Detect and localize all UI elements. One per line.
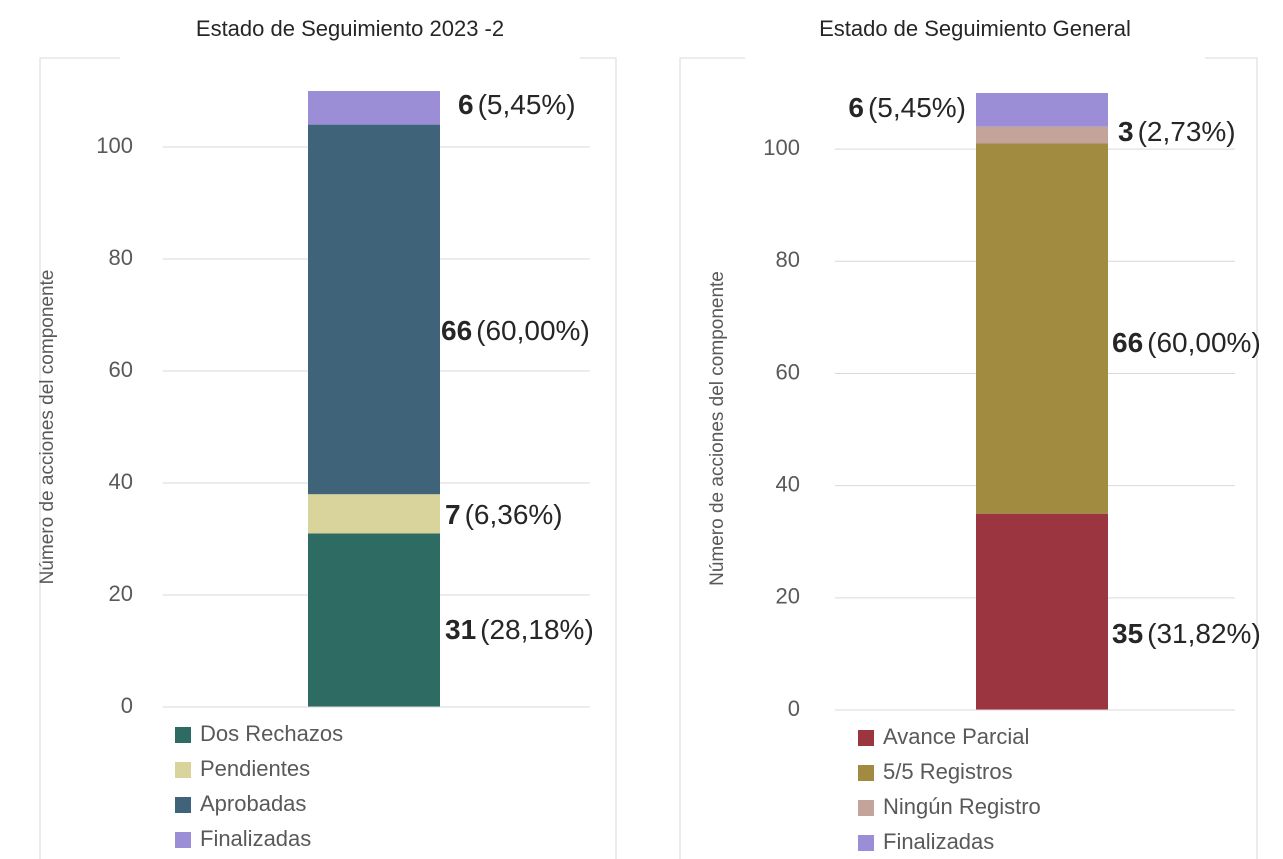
legend-swatch (858, 730, 874, 746)
data-label-percent: (2,73%) (1138, 116, 1236, 147)
y-axis-label: Número de acciones del componente (37, 270, 58, 585)
bar-segment (308, 124, 440, 495)
bar-segment (308, 91, 440, 125)
legend-label: 5/5 Registros (883, 759, 1013, 784)
data-label-value: 6 (458, 89, 474, 120)
y-tick-label: 100 (96, 133, 133, 158)
data-label: 66 (60,00%) (1112, 327, 1261, 358)
data-label-percent: (31,82%) (1147, 618, 1261, 649)
data-label-percent: (6,36%) (465, 499, 563, 530)
y-tick-label: 100 (763, 135, 800, 160)
data-label-value: 31 (445, 614, 476, 645)
data-label: 6 (5,45%) (458, 89, 576, 120)
chart-title: Estado de Seguimiento 2023 -2 (196, 16, 504, 41)
data-label-value: 6 (848, 92, 864, 123)
bar-segment (976, 513, 1108, 710)
data-label: 31 (28,18%) (445, 614, 594, 645)
data-label-value: 35 (1112, 618, 1143, 649)
data-label-value: 66 (1112, 327, 1143, 358)
y-tick-label: 0 (788, 696, 800, 721)
legend-swatch (858, 765, 874, 781)
y-tick-label: 60 (109, 357, 133, 382)
title-backdrop (745, 54, 1205, 62)
data-label-percent: (60,00%) (1147, 327, 1261, 358)
chart-title: Estado de Seguimiento General (819, 16, 1131, 41)
legend-swatch (858, 835, 874, 851)
title-backdrop (120, 54, 580, 62)
legend-label: Ningún Registro (883, 794, 1041, 819)
legend-label: Finalizadas (200, 826, 311, 851)
y-tick-label: 60 (776, 359, 800, 384)
y-tick-label: 0 (121, 693, 133, 718)
bar-segment (308, 533, 440, 707)
legend-swatch (175, 797, 191, 813)
y-tick-label: 40 (109, 469, 133, 494)
legend-label: Pendientes (200, 756, 310, 781)
legend-swatch (175, 762, 191, 778)
y-tick-label: 80 (776, 247, 800, 272)
legend-label: Aprobadas (200, 791, 306, 816)
bar-segment (308, 494, 440, 534)
legend-swatch (175, 727, 191, 743)
data-label-percent: (5,45%) (478, 89, 576, 120)
y-tick-label: 40 (776, 471, 800, 496)
data-label-value: 3 (1118, 116, 1134, 147)
y-tick-label: 80 (109, 245, 133, 270)
data-label: 3 (2,73%) (1118, 116, 1236, 147)
data-label-percent: (60,00%) (476, 315, 590, 346)
data-label-percent: (28,18%) (480, 614, 594, 645)
legend-swatch (175, 832, 191, 848)
data-label: 66 (60,00%) (441, 315, 590, 346)
legend-label: Finalizadas (883, 829, 994, 854)
y-axis-label: Número de acciones del componente (707, 271, 728, 586)
data-label: 7 (6,36%) (445, 499, 563, 530)
legend-swatch (858, 800, 874, 816)
data-label: 35 (31,82%) (1112, 618, 1261, 649)
bar-segment (976, 126, 1108, 144)
data-label: 6 (5,45%) (848, 92, 966, 123)
legend-label: Dos Rechazos (200, 721, 343, 746)
y-tick-label: 20 (109, 581, 133, 606)
data-label-value: 66 (441, 315, 472, 346)
bar-segment (976, 143, 1108, 514)
data-label-value: 7 (445, 499, 461, 530)
data-label-percent: (5,45%) (868, 92, 966, 123)
bar-segment (976, 93, 1108, 127)
y-tick-label: 20 (776, 584, 800, 609)
legend-label: Avance Parcial (883, 724, 1029, 749)
